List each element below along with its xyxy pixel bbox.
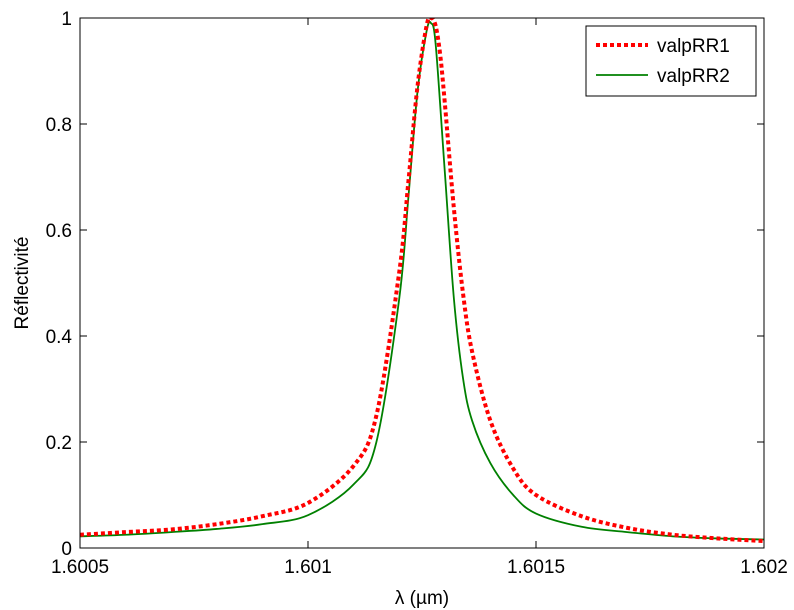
y-tick-label: 0.6: [46, 221, 72, 242]
y-tick-label: 0.4: [46, 327, 73, 348]
x-tick-label: 1.6005: [51, 557, 109, 578]
series-line-valpRR1: [80, 18, 764, 544]
legend-label-valpRR2: valpRR2: [657, 66, 730, 87]
series-line-valpRR2: [80, 20, 764, 541]
plot-frame: [79, 17, 765, 549]
y-tick-label: 1: [61, 9, 72, 30]
x-tick-label: 1.601: [284, 557, 332, 578]
y-tick-label: 0.8: [46, 115, 72, 136]
x-tick-label: 1.602: [740, 557, 788, 578]
legend-box: [585, 25, 757, 97]
y-tick-label: 0.2: [46, 433, 72, 454]
y-tick-label: 0: [61, 539, 72, 560]
x-tick-label: 1.6015: [507, 557, 565, 578]
series-layer: [80, 18, 764, 544]
legend: valpRR1 valpRR2: [585, 25, 757, 97]
legend-label-valpRR1: valpRR1: [657, 36, 730, 57]
x-axis-label: λ (µm): [395, 588, 449, 609]
plot-area: [80, 18, 764, 548]
y-axis-label: Réflectivité: [12, 237, 33, 330]
ticks-layer: 1.6005 1.601 1.6015 1.602 0 0.2 0.4 0.6 0.8 1: [46, 9, 788, 578]
